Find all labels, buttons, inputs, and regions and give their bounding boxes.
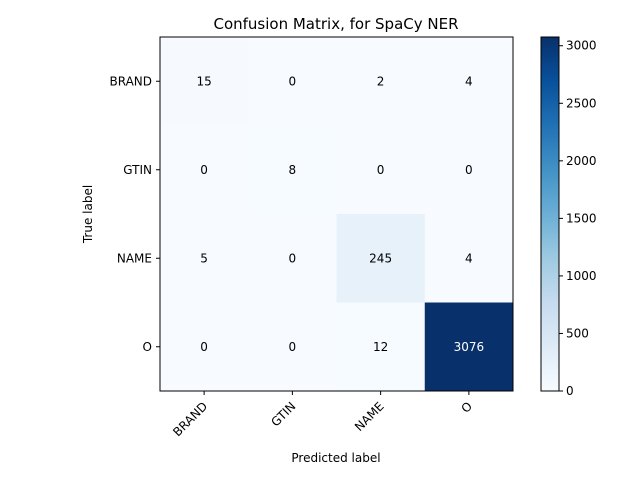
- y-tick-label: GTIN: [123, 163, 152, 177]
- heatmap-cell: [424, 214, 514, 303]
- heatmap-cell-labels: 15 0 2 4 0 8 0 0 5 0 245 4 0 0 12 3076: [196, 74, 484, 354]
- colorbar-tick-label: 500: [566, 326, 589, 340]
- heatmap-cell: [248, 37, 337, 126]
- heatmap-cell-label: 0: [289, 74, 297, 88]
- heatmap-cell-label: 5: [200, 251, 208, 265]
- heatmap-cell: [424, 125, 514, 215]
- heatmap-cell: [160, 302, 249, 392]
- heatmap-cell-label: 0: [289, 251, 297, 265]
- colorbar-tick-label: 3000: [566, 39, 597, 53]
- heatmap-cell-label: 3076: [454, 340, 485, 354]
- heatmap-cell-label: 245: [369, 251, 392, 265]
- heatmap-cell: [336, 302, 426, 392]
- chart-title: Confusion Matrix, for SpaCy NER: [213, 15, 458, 33]
- heatmap-cell: [248, 214, 337, 303]
- heatmap-cell: [336, 37, 426, 126]
- heatmap-frame: [159, 36, 514, 392]
- heatmap-cell-label: 4: [465, 251, 473, 265]
- heatmap-cell: [248, 125, 337, 215]
- heatmap-cell-label: 0: [289, 340, 297, 354]
- y-tick-label: NAME: [117, 251, 152, 265]
- heatmap-cell: [336, 125, 426, 215]
- heatmap-cell: [160, 214, 249, 303]
- x-tick-label: BRAND: [170, 399, 210, 439]
- y-tick-label: O: [143, 340, 152, 354]
- x-tick-label: O: [458, 399, 475, 416]
- heatmap-cell-label: 0: [200, 340, 208, 354]
- heatmap-cell: [160, 37, 249, 126]
- heatmap-cell-label: 12: [373, 340, 388, 354]
- x-tick-label: NAME: [352, 399, 387, 434]
- x-tick-label: GTIN: [268, 399, 298, 429]
- heatmap-cell-label: 0: [465, 163, 473, 177]
- heatmap-cell: [424, 302, 514, 392]
- colorbar-tick-label: 0: [566, 384, 574, 398]
- heatmap-cell-label: 8: [289, 163, 297, 177]
- colorbar-tick-label: 2500: [566, 96, 597, 110]
- heatmap-cells: [160, 37, 514, 392]
- colorbar-tick-label: 1000: [566, 269, 597, 283]
- colorbar-gradient: [540, 36, 560, 392]
- colorbar-tick-label: 1500: [566, 211, 597, 225]
- heatmap-cell: [160, 125, 249, 215]
- heatmap-cell: [248, 302, 337, 392]
- heatmap-cell-label: 0: [200, 163, 208, 177]
- x-axis-ticks: BRAND GTIN NAME O: [170, 391, 475, 439]
- heatmap-cell: [424, 37, 514, 126]
- heatmap-cell-label: 0: [377, 163, 385, 177]
- heatmap-cell-label: 2: [377, 74, 385, 88]
- heatmap-cell-label: 15: [196, 74, 211, 88]
- heatmap-cell-label: 4: [465, 74, 473, 88]
- y-tick-label: BRAND: [109, 74, 152, 88]
- heatmap-cell: [336, 214, 426, 303]
- colorbar-tick-label: 2000: [566, 154, 597, 168]
- colorbar-ticks: 0 500 1000 1500 2000 2500 3000: [559, 39, 597, 398]
- y-axis-ticks: BRAND GTIN NAME O: [109, 74, 160, 354]
- x-axis-label: Predicted label: [291, 451, 380, 465]
- y-axis-label: True label: [81, 185, 95, 244]
